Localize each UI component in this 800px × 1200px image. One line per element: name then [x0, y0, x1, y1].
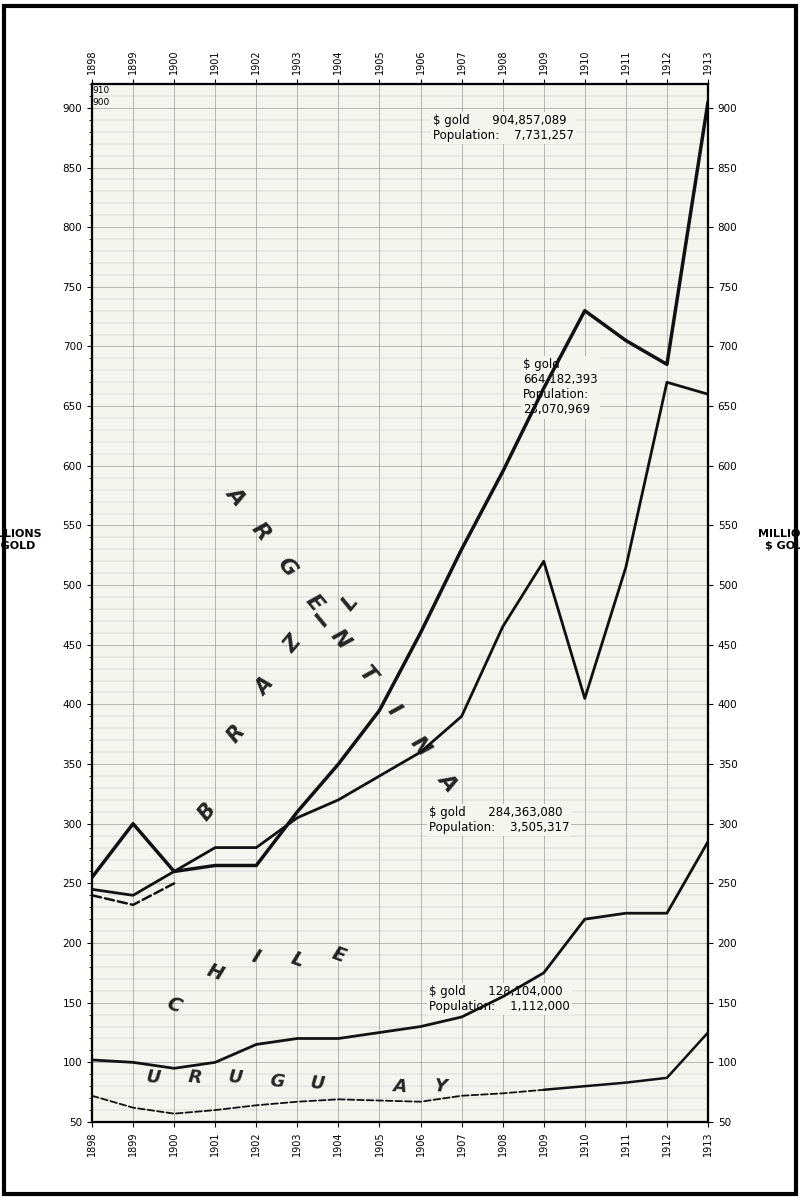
Text: Z: Z	[281, 632, 306, 656]
Text: A: A	[392, 1076, 408, 1096]
Text: R: R	[247, 518, 274, 545]
Text: U: U	[310, 1074, 326, 1093]
Text: A: A	[434, 769, 461, 796]
Text: H: H	[204, 961, 226, 984]
Text: R: R	[223, 721, 249, 746]
Text: MILLIONS
$ GOLD: MILLIONS $ GOLD	[758, 529, 800, 551]
Text: $ gold
664,182,393
Population:
23,070,969: $ gold 664,182,393 Population: 23,070,96…	[523, 359, 598, 416]
Text: L: L	[288, 949, 306, 971]
Text: MILLIONS
$ GOLD: MILLIONS $ GOLD	[0, 529, 42, 551]
Text: $ gold      904,857,089
Population:    7,731,257: $ gold 904,857,089 Population: 7,731,257	[433, 114, 574, 142]
Text: C: C	[164, 994, 184, 1016]
Text: A: A	[222, 482, 249, 509]
Text: I: I	[250, 947, 263, 967]
Text: 900: 900	[92, 97, 110, 107]
Text: I: I	[383, 701, 404, 720]
Text: E: E	[301, 590, 326, 616]
Text: A: A	[252, 674, 278, 700]
Text: 910: 910	[92, 85, 110, 95]
Text: G: G	[269, 1072, 285, 1091]
Text: Y: Y	[434, 1076, 448, 1096]
Text: N: N	[407, 733, 434, 760]
Text: L: L	[339, 592, 362, 614]
Text: E: E	[329, 943, 348, 966]
Text: I: I	[312, 612, 332, 630]
Text: U: U	[228, 1068, 244, 1087]
Text: T: T	[354, 662, 380, 686]
Text: B: B	[194, 799, 220, 824]
Text: U: U	[146, 1068, 162, 1087]
Text: R: R	[187, 1068, 202, 1087]
Text: $ gold      284,363,080
Population:    3,505,317: $ gold 284,363,080 Population: 3,505,317	[429, 806, 570, 834]
Text: $ gold      128,104,000
Population:    1,112,000: $ gold 128,104,000 Population: 1,112,000	[429, 985, 570, 1013]
Text: N: N	[327, 625, 354, 653]
Text: G: G	[274, 553, 301, 581]
